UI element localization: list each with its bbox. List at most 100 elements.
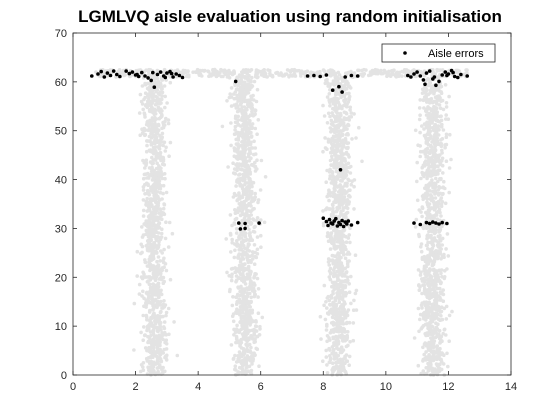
background-point	[254, 68, 259, 72]
background-point	[346, 236, 351, 240]
background-point	[160, 371, 165, 375]
background-point	[234, 279, 238, 284]
background-point	[343, 98, 348, 102]
error-point	[418, 222, 423, 227]
background-point	[235, 162, 239, 166]
background-point	[137, 292, 142, 296]
background-point	[427, 202, 432, 206]
background-point	[436, 249, 440, 253]
background-point	[155, 203, 160, 208]
background-point	[242, 290, 247, 294]
background-point	[446, 254, 451, 258]
background-point	[415, 179, 419, 184]
error-point	[108, 73, 113, 78]
background-point	[442, 179, 446, 184]
background-point	[253, 353, 257, 358]
background-point	[239, 78, 243, 83]
background-point	[245, 224, 250, 229]
background-point	[336, 353, 341, 358]
background-point	[433, 160, 437, 164]
background-point	[333, 308, 338, 313]
background-point	[145, 317, 149, 322]
background-point	[186, 69, 190, 73]
background-point	[250, 250, 255, 254]
background-point	[168, 140, 173, 145]
background-point	[240, 130, 244, 134]
background-point	[328, 225, 333, 229]
background-point	[152, 249, 156, 253]
background-point	[206, 69, 211, 74]
background-point	[211, 70, 215, 75]
background-point	[151, 362, 155, 366]
background-point	[147, 300, 151, 305]
background-point	[163, 149, 168, 153]
background-point	[141, 361, 146, 365]
background-point	[148, 237, 153, 241]
background-point	[167, 332, 171, 337]
background-point	[162, 247, 166, 252]
background-point	[351, 321, 356, 325]
background-point	[249, 368, 254, 373]
error-point	[327, 217, 332, 222]
background-point	[432, 117, 437, 121]
error-point	[312, 73, 316, 78]
background-point	[141, 270, 145, 275]
background-point	[159, 235, 164, 239]
background-point	[439, 176, 443, 181]
background-point	[135, 249, 140, 254]
background-point	[249, 295, 253, 300]
background-point	[160, 97, 164, 102]
background-point	[428, 193, 433, 197]
background-point	[234, 295, 238, 300]
background-point	[229, 104, 234, 108]
background-point	[339, 174, 344, 179]
background-point	[252, 289, 256, 294]
background-point	[163, 176, 167, 181]
background-point	[343, 285, 348, 290]
background-point	[337, 184, 341, 189]
background-point	[152, 303, 157, 307]
background-point	[337, 232, 341, 237]
background-point	[252, 243, 257, 247]
background-point	[438, 246, 442, 250]
background-point	[442, 275, 447, 279]
background-point	[249, 146, 254, 150]
error-point	[165, 71, 169, 75]
background-point	[335, 77, 339, 81]
background-point	[328, 158, 333, 163]
background-point	[329, 181, 334, 185]
background-point	[138, 92, 143, 97]
error-point	[456, 75, 460, 80]
background-point	[253, 146, 258, 150]
background-point	[247, 286, 252, 291]
background-point	[352, 184, 356, 189]
background-point	[341, 144, 346, 148]
background-point	[232, 356, 236, 361]
background-point	[339, 162, 343, 166]
background-point	[241, 272, 245, 277]
background-point	[341, 128, 345, 133]
background-point	[241, 122, 246, 127]
background-point	[428, 213, 432, 218]
background-point	[252, 262, 257, 267]
background-point	[427, 173, 432, 177]
background-point	[160, 227, 164, 231]
background-point	[330, 361, 335, 366]
background-point	[233, 367, 237, 372]
background-point	[347, 320, 352, 325]
background-point	[175, 68, 180, 72]
background-point	[332, 183, 337, 188]
background-point	[247, 364, 252, 369]
background-point	[159, 231, 164, 236]
background-point	[444, 159, 449, 163]
error-point	[338, 168, 343, 172]
background-point	[416, 306, 421, 311]
background-point	[400, 74, 404, 78]
background-points-layer	[94, 67, 469, 377]
background-point	[212, 67, 217, 72]
background-point	[418, 130, 422, 135]
background-point	[170, 231, 175, 236]
background-point	[325, 121, 330, 125]
background-point	[336, 341, 341, 346]
background-point	[159, 107, 163, 111]
